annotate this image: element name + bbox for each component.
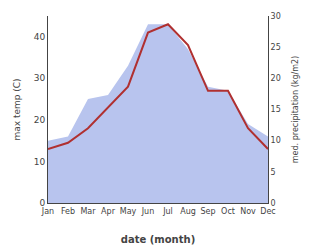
svg-text:40: 40 xyxy=(34,32,46,42)
svg-text:Mar: Mar xyxy=(80,207,96,216)
svg-text:10: 10 xyxy=(271,136,281,145)
svg-text:Nov: Nov xyxy=(240,207,256,216)
svg-text:0: 0 xyxy=(271,199,276,208)
svg-text:Jan: Jan xyxy=(41,207,54,216)
svg-text:30: 30 xyxy=(271,12,281,21)
svg-text:med. precipitation (kg/m2): med. precipitation (kg/m2) xyxy=(291,56,300,163)
svg-text:Jun: Jun xyxy=(141,207,155,216)
svg-text:20: 20 xyxy=(271,74,281,83)
svg-text:Jul: Jul xyxy=(162,207,173,216)
svg-text:10: 10 xyxy=(34,157,46,167)
svg-text:Apr: Apr xyxy=(101,207,116,216)
svg-text:Aug: Aug xyxy=(180,207,196,216)
svg-text:0: 0 xyxy=(39,198,45,208)
svg-text:20: 20 xyxy=(34,115,46,125)
svg-text:30: 30 xyxy=(34,73,46,83)
svg-text:Dec: Dec xyxy=(260,207,275,216)
svg-text:Feb: Feb xyxy=(61,207,75,216)
svg-text:May: May xyxy=(120,207,137,216)
svg-text:Oct: Oct xyxy=(221,207,235,216)
svg-text:date (month): date (month) xyxy=(121,234,195,245)
svg-text:25: 25 xyxy=(271,43,281,52)
svg-text:5: 5 xyxy=(271,168,276,177)
svg-text:max temp (C): max temp (C) xyxy=(12,78,22,140)
svg-text:Sep: Sep xyxy=(200,207,215,216)
svg-text:15: 15 xyxy=(271,105,281,114)
